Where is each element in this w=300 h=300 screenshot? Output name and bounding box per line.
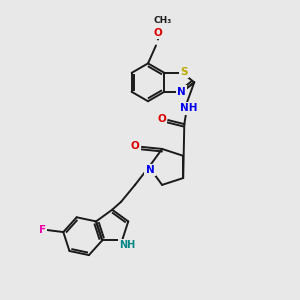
Text: O: O [154, 28, 162, 38]
Text: S: S [181, 67, 188, 77]
Text: N: N [146, 165, 154, 175]
Text: NH: NH [179, 103, 197, 113]
Text: NH: NH [119, 240, 135, 250]
Text: O: O [157, 114, 166, 124]
Text: O: O [131, 141, 140, 151]
Text: F: F [39, 225, 46, 235]
Text: N: N [177, 87, 186, 97]
Text: CH₃: CH₃ [154, 16, 172, 25]
